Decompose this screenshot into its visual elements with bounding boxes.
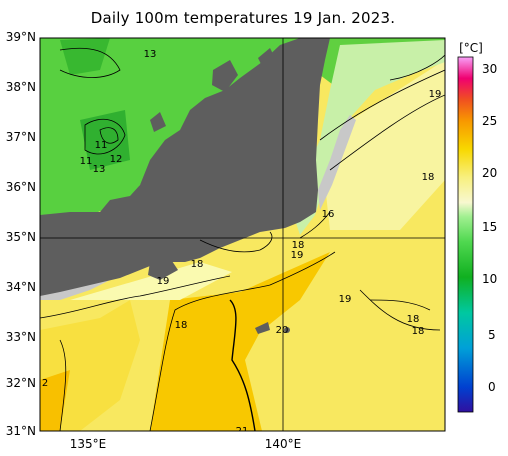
- pale-zone-east: [320, 60, 445, 230]
- contour-label: 11: [95, 140, 108, 151]
- contour-label: 19: [429, 89, 442, 100]
- contour-label: 18: [422, 172, 435, 183]
- noto-peninsula: [212, 60, 238, 92]
- japan-sea-cold-eddy: [80, 110, 130, 170]
- pale-zone-south: [70, 262, 232, 300]
- lat-label-36: 36°N: [5, 180, 36, 194]
- japan-sea-dark-patch: [60, 38, 110, 75]
- lat-label-32: 32°N: [5, 376, 36, 390]
- contour-label: 13: [144, 49, 157, 60]
- contour-label: 13: [93, 164, 106, 175]
- lat-label-33: 33°N: [5, 330, 36, 344]
- contour-label: 18: [412, 326, 425, 337]
- sado-island: [258, 48, 276, 72]
- contour-label: 18: [407, 314, 420, 325]
- east-shelf: [318, 115, 356, 210]
- colorbar-tick-5: 5: [488, 328, 496, 342]
- isotherm-contours: [40, 47, 445, 431]
- lat-label-34: 34°N: [5, 280, 36, 294]
- warm-current-zone: [150, 252, 330, 431]
- contour-label: 2: [42, 378, 48, 389]
- lat-label-37: 37°N: [5, 130, 36, 144]
- lat-label-31: 31°N: [5, 424, 36, 438]
- colorbar-tick-15: 15: [482, 220, 498, 234]
- contour-label: 21: [236, 426, 249, 437]
- izu-island: [255, 322, 270, 334]
- lon-label-135: 135°E: [69, 437, 107, 451]
- contour-labels: 13 11 11 12 13 19 18 16 18 19 18 19 18 2…: [42, 49, 442, 437]
- lat-label-35: 35°N: [5, 230, 36, 244]
- contour-label: 16: [322, 209, 335, 220]
- oki-islands: [150, 112, 166, 132]
- colorbar-tick-10: 10: [482, 272, 498, 286]
- honshu-land: [40, 38, 330, 296]
- contour-label: 18: [191, 259, 204, 270]
- colorbar: [457, 56, 474, 413]
- map-title: Daily 100m temperatures 19 Jan. 2023.: [90, 9, 396, 27]
- colorbar-unit: [°C]: [459, 41, 483, 55]
- contour-label: 11: [80, 156, 93, 167]
- lat-lon-grid: [40, 38, 445, 431]
- contour-label: 19: [339, 294, 352, 305]
- contour-label: 18: [175, 320, 188, 331]
- contour-label: 18: [292, 240, 305, 251]
- lon-label-140: 140°E: [264, 437, 302, 451]
- contour-label: 19: [157, 276, 170, 287]
- lat-label-38: 38°N: [5, 80, 36, 94]
- lat-label-39: 39°N: [5, 30, 36, 44]
- colorbar-tick-0: 0: [488, 380, 496, 394]
- contour-label: 20: [276, 325, 289, 336]
- kii-peninsula: [148, 258, 178, 280]
- southwest-warm-zone: [40, 370, 70, 431]
- izu-island: [284, 327, 290, 333]
- map-frame: [39, 37, 446, 432]
- contour-label: 19: [291, 250, 304, 261]
- colorbar-tick-20: 20: [482, 166, 498, 180]
- contour-label: 12: [110, 154, 123, 165]
- colorbar-tick-25: 25: [482, 114, 498, 128]
- colorbar-tick-30: 30: [482, 62, 498, 76]
